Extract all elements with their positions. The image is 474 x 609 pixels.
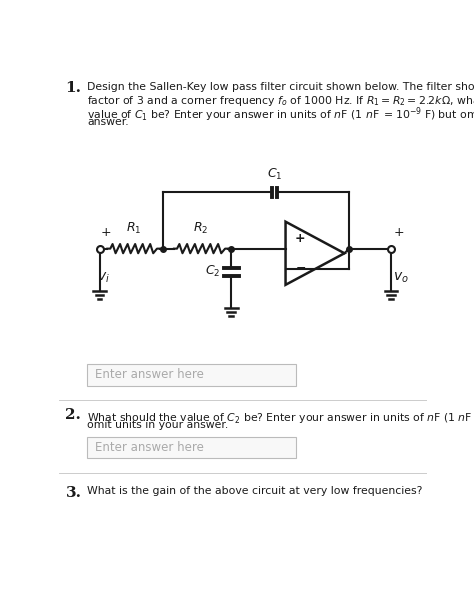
Text: value of $C_1$ be? Enter your answer in units of $n$F (1 $n$F $= 10^{-9}$ F) but: value of $C_1$ be? Enter your answer in … xyxy=(87,105,474,124)
Text: $R_1$: $R_1$ xyxy=(126,221,141,236)
Text: What should the value of $C_2$ be? Enter your answer in units of $n$F (1 $n$F $=: What should the value of $C_2$ be? Enter… xyxy=(87,408,474,427)
Text: Design the Sallen-Key low pass filter circuit shown below. The filter should hav: Design the Sallen-Key low pass filter ci… xyxy=(87,82,474,93)
Text: +: + xyxy=(295,232,305,245)
Text: $R_2$: $R_2$ xyxy=(193,221,209,236)
Text: $v_i$: $v_i$ xyxy=(97,270,110,284)
Text: factor of 3 and a corner frequency $f_o$ of 1000 Hz. If $R_1 = R_2 = 2.2k\Omega$: factor of 3 and a corner frequency $f_o$… xyxy=(87,94,474,108)
Text: 2.: 2. xyxy=(65,408,82,422)
Text: answer.: answer. xyxy=(87,117,129,127)
Text: $C_1$: $C_1$ xyxy=(267,166,283,181)
Text: +: + xyxy=(393,227,404,239)
Text: 1.: 1. xyxy=(65,81,82,95)
Text: $v_o$: $v_o$ xyxy=(393,270,409,284)
Text: 3.: 3. xyxy=(65,486,82,500)
Text: Enter answer here: Enter answer here xyxy=(95,441,204,454)
Text: $C_2$: $C_2$ xyxy=(205,264,220,280)
Text: Enter answer here: Enter answer here xyxy=(95,368,204,381)
Text: What is the gain of the above circuit at very low frequencies?: What is the gain of the above circuit at… xyxy=(87,486,422,496)
Text: +: + xyxy=(101,227,112,239)
Text: $-$: $-$ xyxy=(295,261,306,273)
Text: omit units in your answer.: omit units in your answer. xyxy=(87,420,228,429)
Bar xyxy=(87,364,296,385)
Bar xyxy=(87,437,296,458)
